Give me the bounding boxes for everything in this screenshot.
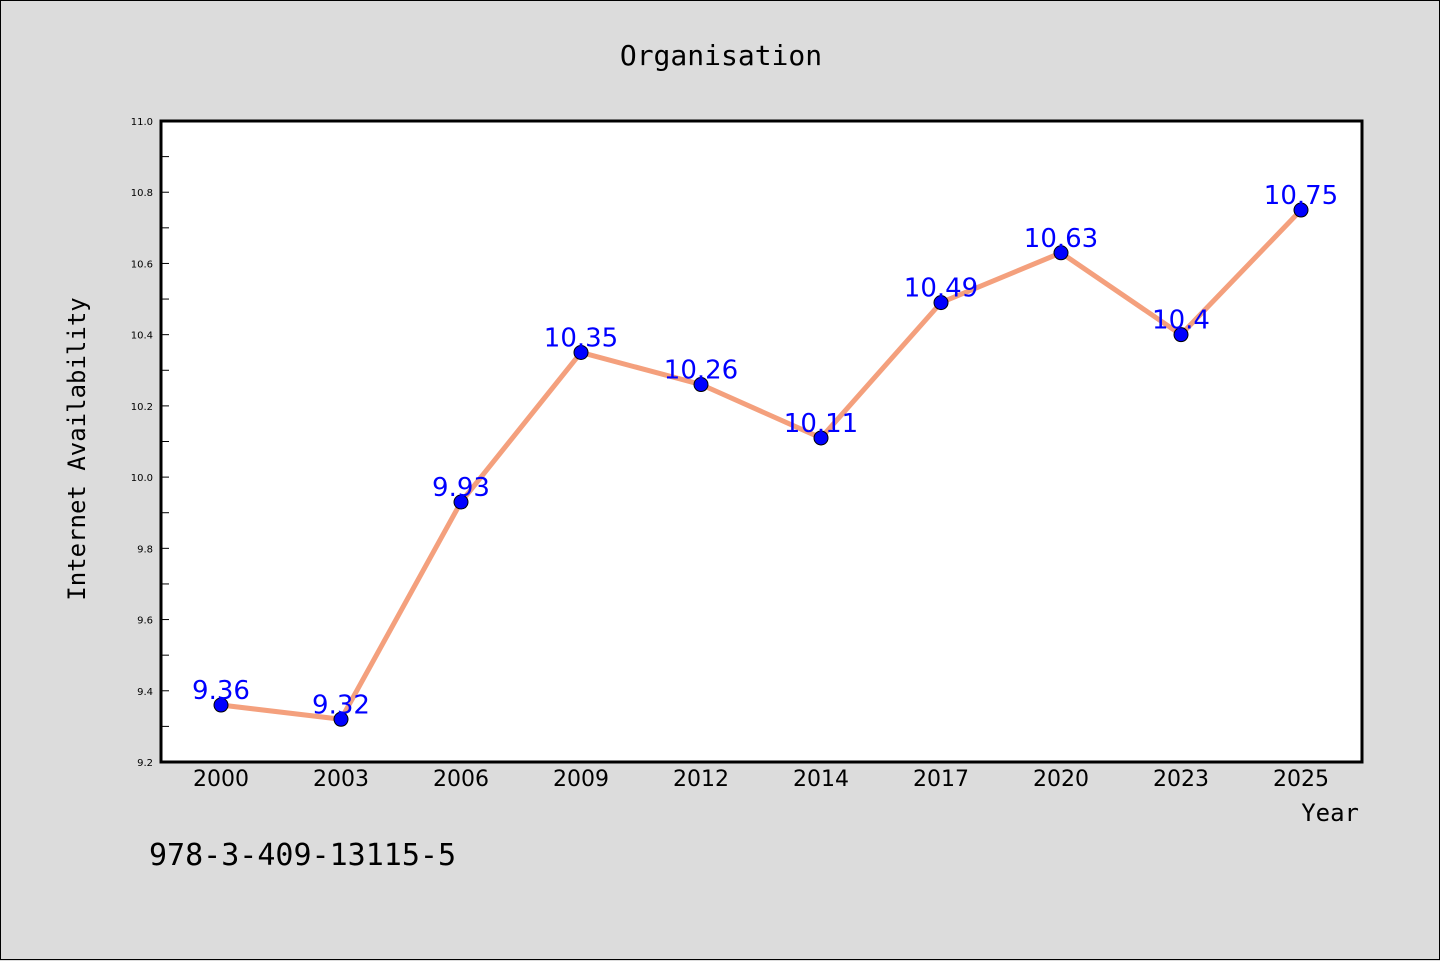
data-label: 10.11 [784,409,858,439]
data-label: 10.75 [1264,181,1338,211]
y-tick-label: 9.2 [137,758,153,769]
x-tick-label: 2012 [673,767,729,792]
data-point [1173,327,1189,343]
y-tick-label: 10.0 [131,473,153,484]
data-label: 9.36 [192,676,250,706]
y-tick-label: 11.0 [131,117,153,128]
plot-area [159,119,1364,764]
y-axis-label: Internet Availability [63,297,91,600]
chart-title: Organisation [620,39,822,72]
y-tick-label: 9.8 [137,544,153,555]
x-tick-label: 2020 [1033,767,1089,792]
data-point [333,711,349,727]
data-point [813,430,829,446]
y-tick-label: 10.8 [131,188,153,199]
y-tick-label: 10.4 [131,331,153,342]
data-point [213,697,229,713]
y-tick-label: 10.2 [131,402,153,413]
data-point [1293,202,1309,218]
data-label: 9.93 [432,473,490,503]
x-tick-label: 2003 [313,767,369,792]
y-tick-label: 9.6 [137,616,153,627]
x-axis: 2000 2003 2006 2009 2012 2014 2017 2020 2023 2025 [193,767,1329,792]
x-tick-label: 2009 [553,767,609,792]
series-group: 9.36 9.32 9.93 10.35 10.26 10.11 10.49 10.63 10.… [192,181,1338,727]
data-label: 10.35 [544,323,618,353]
x-tick-label: 2025 [1273,767,1329,792]
series-line [218,207,1304,722]
footer-isbn: 978-3-409-13115-5 [149,838,456,873]
data-label: 10.26 [664,356,738,386]
x-tick-label: 2023 [1153,767,1209,792]
data-label: 10.4 [1152,306,1210,336]
data-label: 9.32 [312,690,370,720]
x-tick-label: 2000 [193,767,249,792]
x-axis-label: Year [1301,799,1359,827]
data-label: 10.49 [904,274,978,304]
y-axis: 9.2 9.4 9.6 9.8 10.0 10.2 10.4 10.6 10.8 11.0 [131,117,169,769]
data-point [573,344,589,360]
x-tick-label: 2017 [913,767,969,792]
data-point [933,295,949,311]
x-tick-label: 2014 [793,767,849,792]
data-point [1053,245,1069,261]
data-label: 10.63 [1024,224,1098,254]
x-tick-label: 2006 [433,767,489,792]
y-tick-label: 9.4 [137,687,153,698]
data-point [453,494,469,510]
y-tick-label: 10.6 [131,259,153,270]
data-point [693,377,709,393]
